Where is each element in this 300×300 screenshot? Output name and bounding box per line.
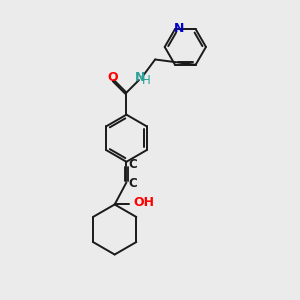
Text: N: N xyxy=(135,71,145,84)
Text: H: H xyxy=(142,74,151,87)
Text: C: C xyxy=(128,177,137,190)
Text: N: N xyxy=(174,22,184,35)
Text: C: C xyxy=(128,158,137,171)
Text: OH: OH xyxy=(134,196,155,208)
Text: O: O xyxy=(107,70,118,84)
